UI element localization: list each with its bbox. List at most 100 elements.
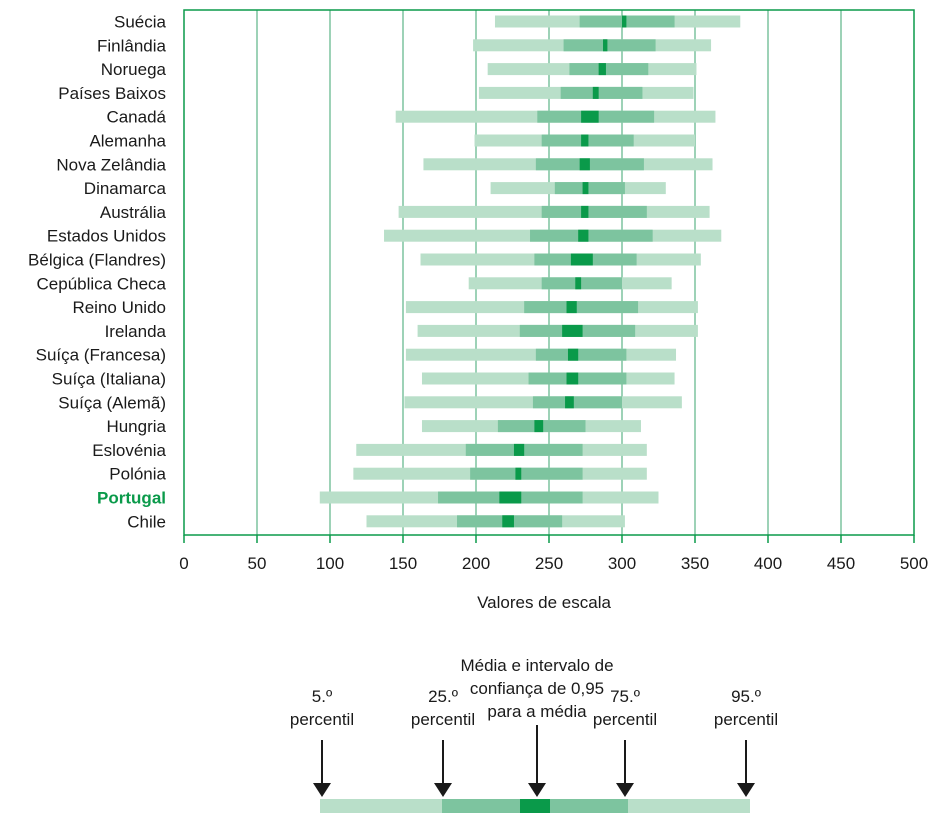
bar-mean-ci [562,324,583,337]
bar-mean-ci [579,158,590,171]
bar-mean-ci [515,467,522,480]
bar-mean-ci [513,443,525,456]
country-row [366,515,625,528]
legend-p5-arrow [313,740,331,797]
bar-p25-p75 [470,467,583,480]
bar-mean-ci [581,110,599,123]
legend-p75-arrow [616,740,634,797]
x-tick-label: 500 [900,554,928,573]
bar-mean-ci [581,134,589,147]
country-row [473,39,712,52]
x-tick-label: 50 [248,554,267,573]
country-row [384,229,722,242]
bar-mean-ci [575,277,582,290]
country-label: Países Baixos [58,84,166,103]
country-label: Chile [127,512,166,531]
legend-p75-line-2: percentil [593,710,657,729]
legend-p25-line-2: percentil [411,710,475,729]
country-labels: Suécia Finlândia Noruega Países Baixos Canad… [28,13,166,532]
bar-mean-ci [534,420,544,433]
country-row [478,86,694,99]
x-axis-label: Valores de escala [477,593,611,612]
bar-mean-ci [578,229,589,242]
bar-mean-ci [570,253,593,266]
bar-mean-ci [603,39,608,52]
bar-p25-p75 [535,158,644,171]
country-row [494,15,741,28]
country-label: Noruega [101,60,167,79]
country-row [423,158,713,171]
country-label: Suíça (Francesa) [36,346,166,365]
bar-mean-ci [567,348,579,361]
legend-bar-ci [520,799,550,813]
country-label: Eslovénia [92,441,166,460]
country-row [356,443,647,456]
country-label: Suíça (Italiana) [52,370,166,389]
bar-mean-ci [622,15,627,28]
country-row [405,348,677,361]
country-row [398,205,710,218]
legend-p95-line-2: percentil [714,710,778,729]
country-label: Suécia [114,13,167,32]
bar-mean-ci [499,491,522,504]
country-label: Estados Unidos [47,227,166,246]
country-label: Suíça (Alemã) [58,393,166,412]
country-label: Hungria [106,417,166,436]
country-row [420,253,701,266]
country-label: Dinamarca [84,179,167,198]
country-row [319,491,659,504]
country-label: Austrália [100,203,167,222]
bar-p25-p75 [560,86,643,99]
country-label: Canadá [106,108,166,127]
bar-p25-p75 [579,15,675,28]
x-tick-label: 200 [462,554,490,573]
legend-p95-line-1: 95.º [731,687,761,706]
legend-p25-line-1: 25.º [428,687,458,706]
country-row [417,324,698,337]
country-label: Finlândia [97,36,167,55]
x-tick-label: 400 [754,554,782,573]
bar-p25-p75 [563,39,656,52]
legend-p5-line-1: 5.º [312,687,332,706]
bar-mean-ci [502,515,514,528]
legend-title-line-2: confiança de 0,95 [470,679,604,698]
x-tick-label: 250 [535,554,563,573]
bar-mean-ci [581,205,589,218]
bar-p25-p75 [530,229,653,242]
country-label: Alemanha [89,132,166,151]
x-axis: 0 50 100 150 200 250 300 350 400 450 500 [179,535,928,573]
country-label: Nova Zelândia [56,155,166,174]
legend-p75-line-1: 75.º [610,687,640,706]
country-row [404,396,682,409]
bar-mean-ci [598,63,606,76]
bar-mean-ci [592,86,599,99]
country-row [490,182,666,195]
legend-title-line-1: Média e intervalo de [460,656,613,675]
country-label: Polónia [109,465,166,484]
legend-title-line-3: para a média [487,702,587,721]
country-row [395,110,716,123]
country-row [405,301,698,314]
bar-p25-p75 [532,396,622,409]
country-row [353,467,647,480]
country-label: Irelanda [105,322,167,341]
country-row [468,277,672,290]
bar-mean-ci [565,396,574,409]
legend-p5-line-2: percentil [290,710,354,729]
bar-mean-ci [566,372,579,385]
bar-mean-ci [582,182,589,195]
country-row [487,63,697,76]
bar-p25-p75 [569,63,649,76]
x-tick-label: 450 [827,554,855,573]
country-label: Cepública Checa [37,274,167,293]
country-label: Portugal [97,489,166,508]
x-tick-label: 0 [179,554,188,573]
country-label: Reino Unido [72,298,166,317]
legend: Média e intervalo de confiança de 0,95 p… [290,656,778,813]
bar-p25-p75 [554,182,625,195]
x-tick-label: 300 [608,554,636,573]
country-label: Bélgica (Flandres) [28,251,166,270]
legend-mean-arrow [528,725,546,797]
x-tick-label: 100 [316,554,344,573]
